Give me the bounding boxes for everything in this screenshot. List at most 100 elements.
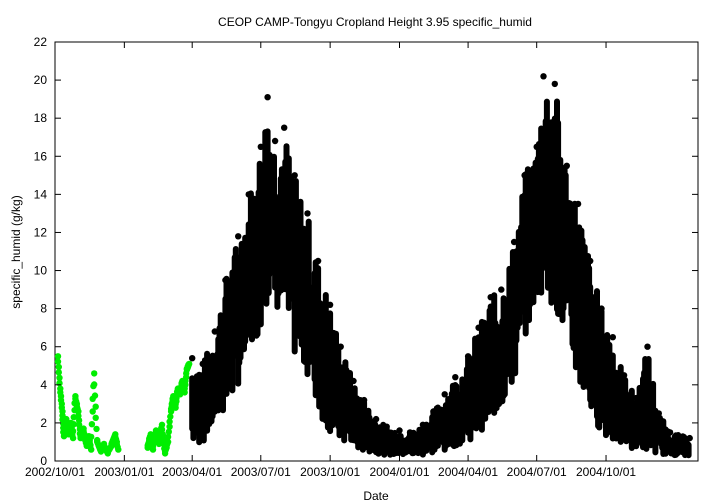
- y-tick-label: 6: [40, 340, 47, 354]
- data-point: [166, 418, 173, 425]
- data-point: [88, 433, 95, 441]
- data-point: [326, 301, 334, 308]
- data-point: [574, 200, 582, 208]
- data-point: [620, 372, 628, 379]
- data-point: [396, 427, 403, 434]
- data-point: [69, 428, 77, 435]
- green-series: [54, 353, 193, 457]
- data-point: [164, 433, 172, 441]
- data-point: [55, 363, 62, 371]
- data-point: [587, 257, 594, 265]
- data-point: [245, 191, 252, 198]
- x-tick-label: 2004/10/01: [576, 465, 636, 479]
- data-point: [281, 124, 288, 131]
- data-point: [185, 361, 192, 368]
- data-point: [158, 426, 166, 433]
- data-point: [644, 343, 651, 350]
- data-point: [655, 410, 662, 417]
- y-axis: 0 2 4 6 8 10 12 14 16 18 20 22: [34, 35, 698, 468]
- y-tick-label: 0: [40, 454, 47, 468]
- black-series: [189, 73, 693, 459]
- chart-title: CEOP CAMP-Tongyu Cropland Height 3.95 sp…: [218, 15, 532, 29]
- data-point: [633, 394, 640, 402]
- data-point: [92, 414, 99, 421]
- data-point: [666, 429, 674, 436]
- data-point: [159, 431, 166, 438]
- data-point: [91, 370, 98, 377]
- data-point: [291, 172, 298, 179]
- data-point: [166, 423, 173, 430]
- data-point: [264, 94, 271, 101]
- y-tick-label: 22: [34, 35, 48, 49]
- data-point: [510, 238, 518, 246]
- data-point: [304, 210, 311, 217]
- x-axis-label: Date: [363, 489, 389, 503]
- data-point: [114, 443, 121, 451]
- data-point: [165, 428, 172, 435]
- y-tick-label: 16: [34, 149, 48, 163]
- data-point: [75, 417, 83, 424]
- y-tick-label: 18: [34, 111, 48, 125]
- data-point: [563, 162, 570, 169]
- data-point: [55, 369, 62, 376]
- data-point: [89, 408, 96, 415]
- data-point: [271, 137, 279, 145]
- data-point: [350, 377, 357, 385]
- data-point: [406, 429, 414, 436]
- data-point: [70, 421, 78, 428]
- data-point: [383, 423, 390, 430]
- data-point: [87, 444, 94, 451]
- data-point: [372, 415, 380, 423]
- data-point: [183, 370, 190, 377]
- data-point: [430, 408, 437, 415]
- data-point: [211, 328, 218, 335]
- data-point: [199, 360, 206, 368]
- data-point: [521, 172, 528, 179]
- data-point: [686, 434, 693, 442]
- data-point: [452, 374, 459, 381]
- y-tick-label: 20: [34, 73, 48, 87]
- data-point: [487, 294, 494, 301]
- x-tick-label: 2004/01/01: [369, 465, 429, 479]
- data-point: [257, 143, 264, 150]
- x-tick-label: 2004/04/01: [438, 465, 498, 479]
- data-point: [464, 353, 472, 360]
- plot-area: [54, 41, 699, 462]
- y-tick-label: 10: [34, 264, 48, 278]
- x-tick-label: 2002/10/01: [25, 465, 85, 479]
- data-point: [540, 73, 547, 80]
- data-point: [58, 404, 65, 411]
- plot-frame: [54, 41, 699, 462]
- data-point: [235, 233, 242, 240]
- data-point: [314, 257, 322, 265]
- x-tick-label: 2004/07/01: [507, 465, 567, 479]
- data-point: [189, 355, 196, 362]
- data-point: [91, 381, 98, 388]
- data-point: [164, 440, 171, 448]
- y-axis-label: specific_humid (g/kg): [9, 195, 23, 308]
- data-point: [598, 305, 605, 312]
- data-point: [441, 391, 448, 398]
- y-tick-label: 2: [40, 416, 47, 430]
- data-point: [475, 324, 482, 331]
- data-point: [360, 396, 368, 404]
- x-axis: 2002/10/01 2003/01/01 2003/04/01 2003/07/01…: [25, 42, 636, 479]
- data-point: [609, 334, 616, 341]
- x-tick-label: 2003/04/01: [162, 465, 222, 479]
- x-tick-label: 2003/10/01: [300, 465, 360, 479]
- data-point: [54, 353, 62, 360]
- data-point: [419, 421, 427, 428]
- data-point: [56, 374, 63, 381]
- data-point: [74, 405, 81, 413]
- x-tick-label: 2003/01/01: [94, 465, 154, 479]
- data-point: [337, 343, 344, 350]
- y-tick-label: 4: [40, 378, 47, 392]
- data-point: [551, 80, 558, 88]
- data-point: [93, 425, 100, 433]
- y-tick-label: 14: [34, 187, 48, 201]
- y-tick-label: 12: [34, 225, 48, 239]
- data-point: [54, 358, 62, 365]
- data-point: [56, 380, 63, 387]
- data-point: [92, 403, 99, 410]
